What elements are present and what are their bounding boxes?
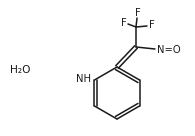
Text: F: F [149,20,155,30]
Text: H₂O: H₂O [10,65,30,75]
Text: N=O: N=O [157,45,181,55]
Text: F: F [121,18,127,28]
Text: NH: NH [76,74,91,84]
Text: F: F [135,8,141,18]
